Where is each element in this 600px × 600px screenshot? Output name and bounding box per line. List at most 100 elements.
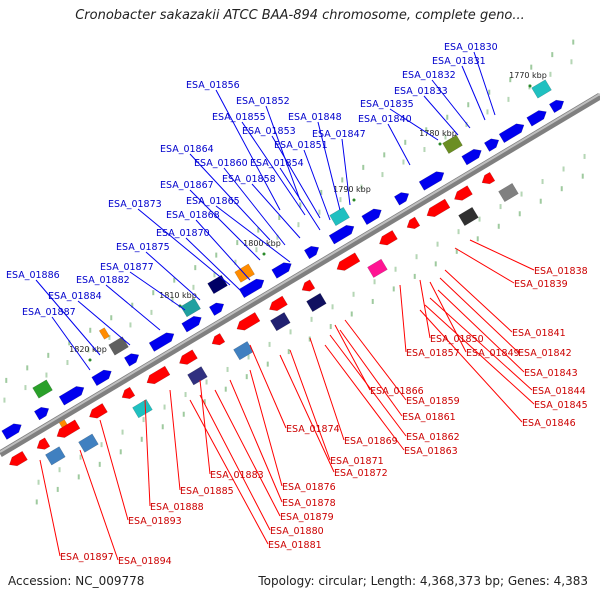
reverse-gene-box[interactable] [367, 258, 388, 278]
reverse-gene-arrow[interactable] [121, 386, 136, 399]
gene-label[interactable]: ESA_01851 [274, 140, 328, 151]
reverse-gene-box[interactable] [233, 341, 254, 361]
forward-gene-arrow[interactable] [208, 302, 225, 316]
reverse-gene-box[interactable] [270, 312, 291, 332]
reverse-gene-arrow[interactable] [179, 349, 198, 365]
reverse-gene-box[interactable] [498, 182, 519, 203]
forward-gene-box[interactable] [98, 327, 110, 340]
reverse-gene-arrow[interactable] [336, 252, 361, 271]
gene-label[interactable]: ESA_01860 [194, 158, 248, 169]
gene-label[interactable]: ESA_01840 [358, 114, 412, 125]
gene-label[interactable]: ESA_01865 [186, 196, 240, 207]
gene-label[interactable]: ESA_01879 [280, 512, 334, 523]
reverse-gene-box[interactable] [187, 366, 208, 386]
reverse-gene-arrow[interactable] [406, 216, 421, 229]
forward-gene-box[interactable] [531, 79, 552, 99]
gene-label[interactable]: ESA_01893 [128, 516, 182, 527]
gene-label[interactable]: ESA_01845 [534, 400, 588, 411]
reverse-gene-arrow[interactable] [426, 198, 451, 218]
reverse-gene-arrow[interactable] [379, 230, 398, 246]
reverse-gene-box[interactable] [45, 446, 66, 466]
gene-label[interactable]: ESA_01872 [334, 468, 388, 479]
forward-gene-arrow[interactable] [238, 278, 265, 299]
gene-label[interactable]: ESA_01888 [150, 502, 204, 513]
gene-label[interactable]: ESA_01878 [282, 498, 336, 509]
gene-label[interactable]: ESA_01849 [466, 348, 520, 359]
forward-gene-arrow[interactable] [33, 407, 50, 421]
forward-gene-arrow[interactable] [483, 138, 500, 152]
reverse-gene-arrow[interactable] [9, 450, 28, 467]
gene-label[interactable]: ESA_01848 [288, 112, 342, 123]
gene-label[interactable]: ESA_01863 [404, 446, 458, 457]
gene-label[interactable]: ESA_01847 [312, 129, 366, 140]
forward-gene-arrow[interactable] [461, 148, 482, 166]
forward-gene-arrow[interactable] [418, 171, 445, 191]
gene-label[interactable]: ESA_01871 [330, 456, 384, 467]
gene-label[interactable]: ESA_01855 [212, 112, 266, 123]
gene-label[interactable]: ESA_01846 [522, 418, 576, 429]
forward-gene-box[interactable] [329, 206, 350, 227]
reverse-gene-box[interactable] [458, 206, 479, 227]
forward-gene-arrow[interactable] [91, 369, 112, 387]
forward-gene-box[interactable] [108, 336, 129, 356]
forward-gene-arrow[interactable] [181, 316, 202, 333]
forward-gene-arrow[interactable] [361, 208, 382, 226]
forward-gene-arrow[interactable] [123, 353, 140, 367]
reverse-gene-arrow[interactable] [89, 403, 108, 419]
reverse-gene-arrow[interactable] [236, 312, 261, 331]
gene-label[interactable]: ESA_01869 [344, 436, 398, 447]
gene-label[interactable]: ESA_01885 [180, 486, 234, 497]
gene-label[interactable]: ESA_01844 [532, 386, 586, 397]
forward-gene-box[interactable] [442, 134, 463, 154]
forward-gene-arrow[interactable] [548, 99, 565, 114]
gene-label[interactable]: ESA_01883 [210, 470, 264, 481]
forward-gene-arrow[interactable] [498, 123, 525, 144]
gene-label[interactable]: ESA_01886 [6, 270, 60, 281]
gene-label[interactable]: ESA_01831 [432, 56, 486, 67]
forward-gene-box[interactable] [207, 274, 228, 295]
gene-label[interactable]: ESA_01850 [430, 334, 484, 345]
gene-label[interactable]: ESA_01866 [370, 386, 424, 397]
forward-gene-arrow[interactable] [58, 386, 85, 406]
gene-label[interactable]: ESA_01858 [222, 174, 276, 185]
gene-label[interactable]: ESA_01880 [270, 526, 324, 537]
gene-label[interactable]: ESA_01857 [406, 348, 460, 359]
gene-label[interactable]: ESA_01873 [108, 199, 162, 210]
gene-label[interactable]: ESA_01859 [406, 396, 460, 407]
reverse-gene-arrow[interactable] [211, 333, 226, 346]
forward-gene-box[interactable] [180, 298, 201, 318]
gene-label[interactable]: ESA_01874 [286, 424, 340, 435]
gene-label[interactable]: ESA_01887 [22, 307, 76, 318]
gene-label[interactable]: ESA_01853 [242, 126, 296, 137]
gene-label[interactable]: ESA_01877 [100, 262, 154, 273]
gene-label[interactable]: ESA_01838 [534, 266, 588, 277]
forward-gene-arrow[interactable] [393, 192, 410, 206]
gene-label[interactable]: ESA_01861 [402, 412, 456, 423]
gene-label[interactable]: ESA_01854 [250, 158, 304, 169]
forward-gene-arrow[interactable] [303, 245, 320, 260]
gene-label[interactable]: ESA_01843 [524, 368, 578, 379]
forward-gene-box[interactable] [234, 263, 255, 283]
forward-gene-arrow[interactable] [1, 423, 22, 440]
gene-label[interactable]: ESA_01839 [514, 279, 568, 290]
gene-label[interactable]: ESA_01830 [444, 42, 498, 53]
gene-label[interactable]: ESA_01852 [236, 96, 290, 107]
forward-gene-arrow[interactable] [328, 225, 355, 245]
reverse-gene-arrow[interactable] [481, 171, 496, 185]
reverse-gene-box[interactable] [306, 292, 327, 313]
forward-gene-arrow[interactable] [526, 110, 547, 127]
gene-label[interactable]: ESA_01862 [406, 432, 460, 443]
gene-label[interactable]: ESA_01864 [160, 144, 214, 155]
gene-label[interactable]: ESA_01870 [156, 228, 210, 239]
gene-label[interactable]: ESA_01856 [186, 80, 240, 91]
reverse-gene-arrow[interactable] [56, 419, 81, 438]
gene-label[interactable]: ESA_01881 [268, 540, 322, 551]
gene-label[interactable]: ESA_01841 [512, 328, 566, 339]
gene-label[interactable]: ESA_01833 [394, 86, 448, 97]
gene-label[interactable]: ESA_01894 [118, 556, 172, 567]
reverse-gene-arrow[interactable] [454, 185, 473, 201]
reverse-gene-box[interactable] [78, 433, 99, 453]
reverse-gene-arrow[interactable] [269, 295, 288, 312]
gene-label[interactable]: ESA_01835 [360, 99, 414, 110]
